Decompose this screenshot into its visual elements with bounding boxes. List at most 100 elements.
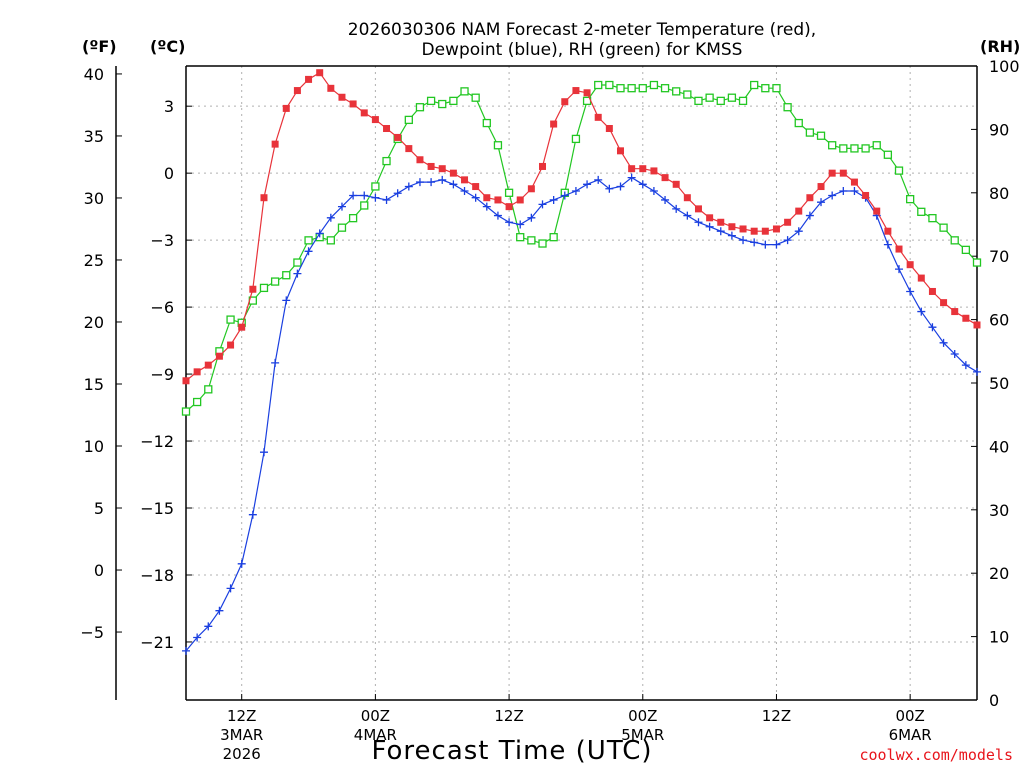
dewpoint-point [482,202,491,211]
rh-point [850,144,859,153]
fahrenheit-tick-label: 40 [84,65,104,84]
fahrenheit-tick-label: 30 [84,189,104,208]
fahrenheit-unit-label: (ºF) [82,37,117,56]
dewpoint-point [683,211,692,220]
rh-tick-label: 0 [989,691,999,710]
celsius-tick-label: −18 [140,566,174,585]
rh-tick-label: 50 [989,374,1009,393]
dewpoint-point [538,200,547,209]
dewpoint-point [939,338,948,347]
celsius-tick-label: 0 [164,164,174,183]
dewpoint-point [259,448,268,457]
temperature-point [305,75,313,83]
rh-point [293,258,302,267]
dewpoint-point [404,182,413,191]
temperature-point [293,87,301,95]
dewpoint-point [282,296,291,305]
dewpoint-point [906,287,915,296]
temperature-point [973,321,981,329]
celsius-tick-label: −21 [140,633,174,652]
temperature-point [461,176,469,184]
temperature-point [717,218,725,226]
fahrenheit-tick-label: 25 [84,251,104,270]
celsius-axis-ticks: 3 0 −3 −6 −9 −12 −15 −18 −21 [140,97,192,652]
temperature-point [616,147,624,155]
rh-point [270,277,280,286]
dewpoint-point [549,195,558,204]
temperature-point [427,162,435,170]
rh-line [185,84,978,412]
celsius-tick-label: −15 [140,499,174,518]
rh-point [594,80,603,90]
rh-point [950,236,959,245]
rh-point [538,239,547,248]
rh-point [928,214,937,223]
grid-lines [186,66,977,700]
dewpoint-point [360,191,369,200]
rh-point [772,84,781,93]
temperature-point [739,225,747,233]
temperature-point [951,308,959,316]
dewpoint-point [293,269,302,278]
rh-point [304,236,313,245]
rh-point [527,236,536,245]
rh-point [828,141,837,150]
dewpoint-point [694,218,703,227]
time-tick-label: 12Z [227,707,256,725]
rh-point [649,80,659,90]
dewpoint-point [716,227,725,236]
celsius-tick-label: −9 [150,365,174,384]
celsius-tick-label: −12 [140,432,174,451]
rh-point [371,182,380,191]
dewpoint-point [215,606,224,615]
temperature-point [527,185,535,193]
fahrenheit-tick-label: 35 [84,127,104,146]
dewpoint-point [794,227,803,236]
rh-tick-label: 100 [989,57,1020,76]
temperature-point [795,207,803,215]
rh-point [883,150,893,159]
rh-point [716,96,725,106]
rh-point [839,144,848,153]
dewpoint-point [594,175,603,184]
rh-point [337,223,347,232]
rh-point [438,99,447,109]
dewpoint-point [204,622,213,631]
temperature-point [917,274,925,282]
temperature-point [383,125,391,133]
rh-point [471,93,480,102]
rh-point [449,96,458,106]
temperature-point [962,314,970,322]
dewpoint-series [182,173,981,655]
time-tick-label: 5MAR [621,726,664,744]
fahrenheit-tick-label: 5 [94,499,104,518]
rh-axis-ticks: 0 10 20 30 40 50 60 70 80 90 100 [971,57,1020,710]
rh-point [683,90,692,99]
temperature-point [828,169,836,177]
temperature-series [182,69,981,385]
rh-tick-label: 60 [989,311,1009,330]
time-tick-label: 00Z [628,707,657,725]
temperature-point [940,299,948,307]
rh-tick-label: 10 [989,628,1009,647]
dewpoint-point [237,559,246,568]
rh-point [660,84,670,93]
fahrenheit-tick-label: 10 [84,437,104,456]
rh-point [783,103,792,112]
rh-point [181,407,191,416]
temperature-point [895,245,903,253]
rh-point [972,258,982,267]
rh-point [605,80,614,90]
temperature-point [405,145,413,153]
temperature-point [249,285,257,293]
rh-tick-label: 30 [989,501,1009,520]
time-tick-label: 12Z [762,707,791,725]
dewpoint-point [182,646,190,655]
temperature-point [438,165,446,173]
rh-point [404,115,413,125]
fahrenheit-tick-label: 0 [94,561,104,580]
rh-point [516,233,525,242]
temperature-point [683,194,691,202]
rh-point [761,84,770,93]
